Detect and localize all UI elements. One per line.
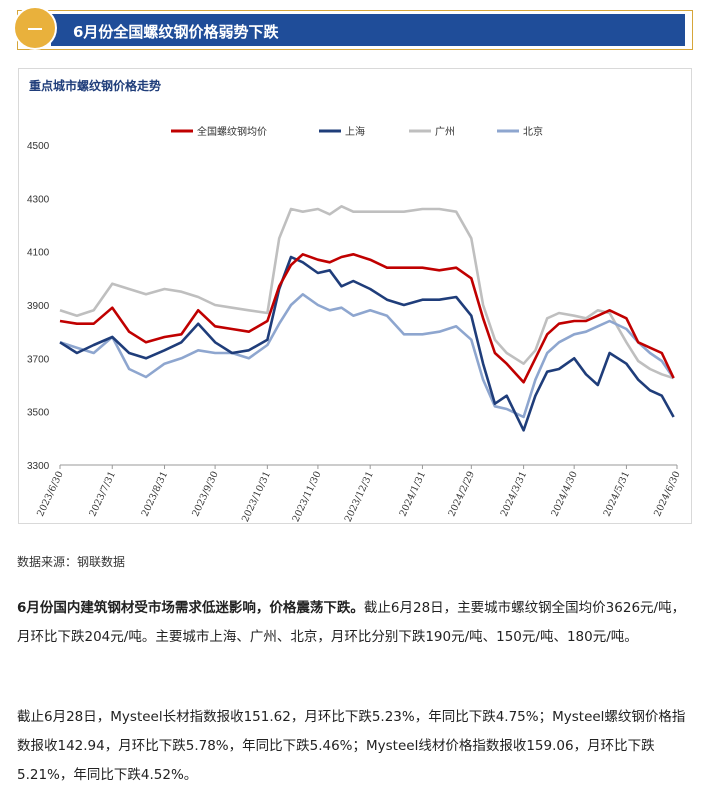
- x-tick-label: 2023/10/31: [240, 470, 273, 523]
- header-badge-dash: [28, 28, 42, 30]
- x-tick-label: 2023/11/30: [291, 470, 324, 523]
- header-bar: [51, 14, 685, 46]
- paragraph-index: 截止6月28日，Mysteel长材指数报收151.62，月环比下跌5.23%，年…: [17, 709, 686, 783]
- x-tick-label: 2023/8/31: [140, 470, 171, 519]
- x-tick-label: 2024/3/31: [499, 470, 530, 519]
- x-tick-label: 2024/2/29: [446, 470, 477, 519]
- x-tick-label: 2024/1/31: [398, 470, 429, 519]
- x-tick-label: 2024/6/30: [652, 470, 683, 519]
- x-tick-label: 2024/5/31: [602, 470, 633, 519]
- paragraph-summary-body: 截止6月28日，主要城市螺纹钢全国均价3626元/吨，月环比下跌204元/吨。主…: [17, 600, 686, 645]
- y-tick-label: 4300: [27, 194, 50, 205]
- x-tick-label: 2024/4/30: [549, 470, 580, 519]
- legend-label: 全国螺纹钢均价: [197, 125, 267, 138]
- y-tick-label: 3300: [27, 461, 50, 472]
- legend-label: 广州: [435, 126, 455, 138]
- series-line: [59, 293, 675, 419]
- paragraph-summary-lead: 6月份国内建筑钢材受市场需求低迷影响，价格震荡下跌。: [17, 600, 364, 616]
- x-tick-label: 2023/7/31: [87, 470, 118, 519]
- section-header: 6月份全国螺纹钢价格弱势下跌: [13, 6, 693, 50]
- x-tick-label: 2023/6/30: [35, 470, 66, 519]
- y-tick-label: 4100: [27, 248, 50, 259]
- legend-label: 北京: [523, 125, 543, 138]
- y-tick-label: 3500: [27, 408, 50, 419]
- chart-container: 重点城市螺纹钢价格走势 3300 3500 3700 3900 4100 4300 4500…: [18, 68, 692, 524]
- header-title: 6月份全国螺纹钢价格弱势下跌: [73, 23, 279, 41]
- legend-label: 上海: [345, 125, 365, 138]
- y-tick-label: 3700: [27, 354, 50, 365]
- series-line: [59, 253, 675, 384]
- x-tick-label: 2023/12/31: [343, 470, 376, 523]
- series-line: [59, 205, 674, 380]
- y-tick-label: 4500: [27, 141, 50, 152]
- header-badge: [13, 6, 57, 50]
- x-tick-label: 2023/9/30: [190, 470, 221, 519]
- chart-title: 重点城市螺纹钢价格走势: [29, 79, 162, 93]
- y-tick-label: 3900: [27, 301, 50, 312]
- paragraph-summary: 6月份国内建筑钢材受市场需求低迷影响，价格震荡下跌。截止6月28日，主要城市螺纹…: [17, 594, 693, 652]
- data-source: 数据来源：钢联数据: [17, 555, 126, 569]
- series-line: [59, 255, 675, 432]
- line-chart: 3300 3500 3700 3900 4100 4300 4500 2023/6/30 202…: [27, 125, 683, 523]
